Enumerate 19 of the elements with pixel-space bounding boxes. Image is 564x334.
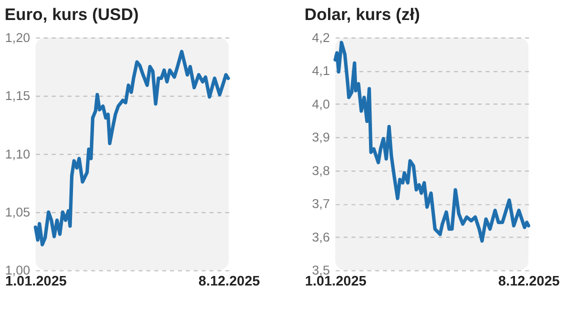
chart-title: Dolar, kurs (zł) xyxy=(304,4,420,24)
y-tick-label: 4,1 xyxy=(312,63,330,78)
y-tick-label: 1,15 xyxy=(5,88,30,104)
y-tick-label: 4,0 xyxy=(312,96,330,112)
x-tick-label: 8.12.2025 xyxy=(498,274,560,289)
y-tick-label: 3,5 xyxy=(312,262,330,278)
chart-title: Euro, kurs (USD) xyxy=(4,4,139,24)
y-tick-label: 1,20 xyxy=(5,30,30,45)
line-series xyxy=(34,50,230,246)
y-tick-label: 3,6 xyxy=(312,229,330,244)
line-series xyxy=(334,40,530,243)
y-tick-label: 3,8 xyxy=(312,162,330,178)
y-tick-label: 4,2 xyxy=(312,30,330,45)
y-tick-label: 3,7 xyxy=(312,196,330,212)
x-tick-label: 8.12.2025 xyxy=(198,274,260,289)
y-tick-label: 3,9 xyxy=(312,130,330,145)
y-tick-label: 1,05 xyxy=(5,204,30,220)
y-tick-label: 1,10 xyxy=(5,146,30,162)
y-tick-label: 1,00 xyxy=(5,262,30,278)
